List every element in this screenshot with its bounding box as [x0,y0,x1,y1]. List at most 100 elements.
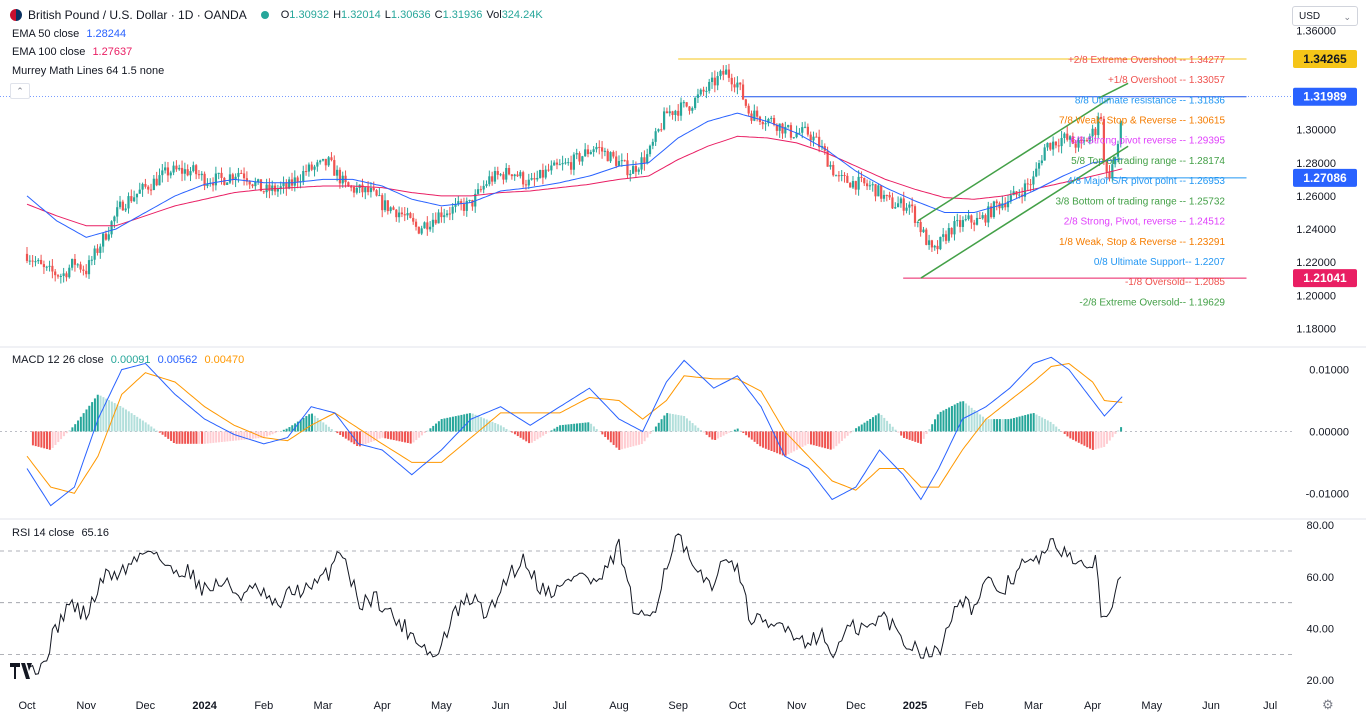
macd-histogram-bar [150,426,153,432]
murrey-level-label: +1/8 Overshoot -- 1.33057 [1108,75,1225,86]
macd-histogram-bar [322,422,325,432]
macd-histogram-bar [984,418,987,432]
macd-histogram-bar [494,423,497,432]
candle-body [857,176,860,190]
candle-body [753,110,756,121]
candle-body [304,171,308,173]
candle-body [679,102,683,116]
macd-histogram-bar [654,426,657,432]
macd-histogram-bar [308,414,311,432]
candle-body [347,182,350,187]
candle-body [623,160,626,162]
candle-body [293,177,296,186]
murrey-level-label: 3/8 Bottom of trading range -- 1.25732 [1055,196,1225,207]
macd-histogram-bar [939,411,942,432]
macd-histogram-bar [759,431,762,447]
candle-body [395,209,398,218]
macd-histogram-bar [874,415,877,432]
price-badge-label: 1.34265 [1303,52,1347,66]
candle-body [445,213,449,216]
candle-body [42,264,46,268]
candle-body [192,165,195,172]
macd-histogram-bar [1066,431,1069,437]
candle-body [113,216,116,222]
candle-body [617,161,621,166]
macd-histogram-bar [945,408,948,432]
macd-histogram-bar [660,419,663,432]
candle-body [922,229,925,233]
candle-body [378,195,381,197]
ema50-legend[interactable]: EMA 50 close 1.28244 [12,28,130,40]
settings-gear-icon[interactable]: ⚙ [1322,697,1334,712]
ema100-value: 1.27637 [92,46,133,58]
candle-body [242,173,246,179]
rsi-legend[interactable]: RSI 14 close 65.16 [12,527,113,539]
macd-histogram-bar [82,413,85,432]
murrey-legend[interactable]: Murrey Math Lines 64 1.5 none [12,65,168,77]
macd-histogram-bar [122,407,125,432]
currency-selector[interactable]: USD ⌄ [1292,6,1358,26]
macd-histogram-bar [189,431,192,444]
candle-body [1057,145,1060,147]
macd-histogram-bar [784,431,787,456]
ohlc-key-l: L [384,9,391,21]
candle-body [631,166,635,174]
channel-extension-line [1098,82,1129,99]
candle-body [1094,128,1097,136]
macd-histogram-bar [869,418,872,432]
macd-histogram-bar [240,431,243,440]
candle-body [578,153,581,162]
candle-body [606,150,609,162]
candle-body [1001,203,1004,209]
macd-histogram-bar [319,420,322,432]
candle-body [195,165,198,175]
rsi-value: 65.16 [81,527,109,539]
macd-histogram-bar [542,431,545,436]
flag-icon [10,9,22,21]
macd-histogram-bar [855,428,858,432]
macd-histogram-bar [395,431,398,441]
candle-body [1088,136,1091,142]
macd-histogram-bar [164,431,167,437]
candle-body [961,220,965,227]
candle-body [688,106,691,111]
macd-histogram-bar [1049,421,1052,432]
candle-body [1083,140,1086,142]
candle-body [62,273,65,276]
macd-histogram-bar [48,431,51,450]
candle-body [367,187,370,193]
candle-body [739,82,742,85]
macd-histogram-bar [288,427,291,432]
macd-histogram-bar [389,431,392,440]
macd-histogram-bar [178,431,181,444]
macd-histogram-bar [795,431,798,450]
macd-histogram-bar [953,404,956,432]
candle-body [1108,171,1111,179]
macd-histogram-bar [778,431,781,455]
candle-body [471,199,474,207]
macd-histogram-bar [463,414,466,432]
macd-histogram-bar [477,415,480,432]
candle-body [460,201,463,204]
candle-body [1077,140,1080,148]
candle-body [245,178,248,182]
candle-body [1035,168,1038,177]
macd-histogram-bar [987,419,990,432]
macd-histogram-bar [285,428,288,432]
macd-legend[interactable]: MACD 12 26 close 0.00091 0.00562 0.00470 [12,354,248,366]
candle-body [1043,147,1046,161]
candle-body [1085,140,1089,142]
macd-histogram-bar [254,431,257,439]
macd-histogram-bar [299,419,302,432]
ema100-legend[interactable]: EMA 100 close 1.27637 [12,46,136,58]
candle-body [939,236,942,250]
macd-histogram-bar [40,431,43,448]
candle-body [913,206,917,223]
macd-histogram-bar [361,431,364,446]
macd-histogram-bar [203,431,206,444]
symbol-title[interactable]: British Pound / U.S. Dollar · 1D · OANDA [28,8,247,22]
macd-histogram-bar [161,431,164,435]
collapse-legend-button[interactable]: ⌃ [10,83,30,99]
candle-body [736,82,739,88]
